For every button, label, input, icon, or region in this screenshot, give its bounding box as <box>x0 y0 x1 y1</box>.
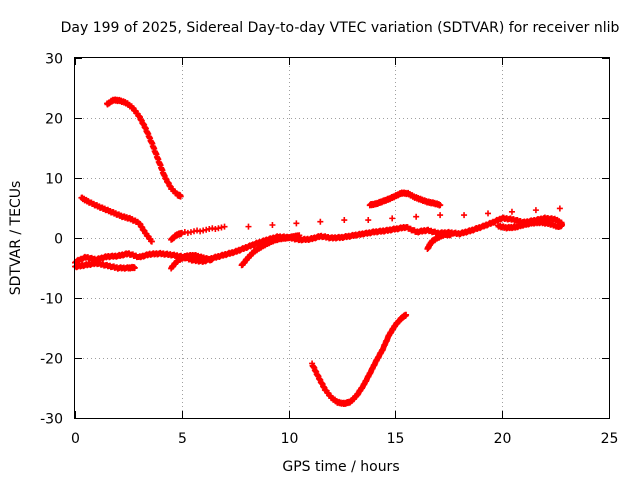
data-point <box>245 223 252 230</box>
data-point <box>177 193 184 200</box>
data-point <box>532 207 539 214</box>
data-point <box>148 238 155 245</box>
data-point <box>437 202 444 208</box>
data-point <box>131 264 138 271</box>
series-track-d <box>72 259 138 272</box>
series-track-j <box>494 218 566 232</box>
tick-labels: 0 5 10 15 20 25 -30 -20 -10 0 10 20 30 <box>40 52 618 448</box>
data-points <box>72 96 566 408</box>
series-track-a <box>104 96 184 200</box>
series-track-g <box>366 189 444 209</box>
data-point <box>221 223 228 230</box>
data-point <box>508 208 515 215</box>
data-point <box>437 212 444 219</box>
x-tick-label: 10 <box>281 431 299 447</box>
x-tick-label: 20 <box>494 431 512 447</box>
data-point <box>403 311 410 318</box>
series-track-i <box>424 230 454 252</box>
data-point <box>341 217 348 224</box>
y-tick-label: -10 <box>40 292 63 308</box>
data-point <box>269 221 276 228</box>
y-tick-label: -20 <box>40 352 63 368</box>
y-axis-label: SDTVAR / TECUs <box>8 181 24 296</box>
data-point <box>365 217 372 224</box>
data-point <box>556 205 563 212</box>
axis-ticks <box>75 58 610 419</box>
data-point <box>447 231 454 238</box>
data-point <box>208 256 215 263</box>
data-point <box>389 215 396 222</box>
series-track-b <box>78 194 155 245</box>
data-point <box>181 229 188 236</box>
data-point <box>461 212 468 219</box>
y-tick-label: 30 <box>45 52 63 68</box>
y-tick-label: 10 <box>45 172 63 188</box>
series-track-h <box>309 311 410 408</box>
data-point <box>194 227 201 234</box>
x-axis-label: GPS time / hours <box>282 459 399 475</box>
x-tick-label: 25 <box>601 431 619 447</box>
data-point <box>209 225 216 232</box>
x-tick-label: 0 <box>71 431 80 447</box>
series-track-f <box>238 232 303 269</box>
data-point <box>317 218 324 225</box>
data-point <box>413 213 420 220</box>
x-tick-label: 5 <box>178 431 187 447</box>
data-point <box>293 220 300 227</box>
y-tick-label: 0 <box>54 232 63 248</box>
chart-title: Day 199 of 2025, Sidereal Day-to-day VTE… <box>61 20 620 36</box>
series-track-k <box>168 205 563 243</box>
series-track-e <box>168 251 215 272</box>
y-tick-label: -30 <box>40 412 63 428</box>
data-point <box>485 210 492 217</box>
data-point <box>296 232 303 239</box>
y-tick-label: 20 <box>45 112 63 128</box>
plot-frame <box>74 57 610 419</box>
x-tick-label: 15 <box>387 431 405 447</box>
data-point <box>559 221 566 228</box>
